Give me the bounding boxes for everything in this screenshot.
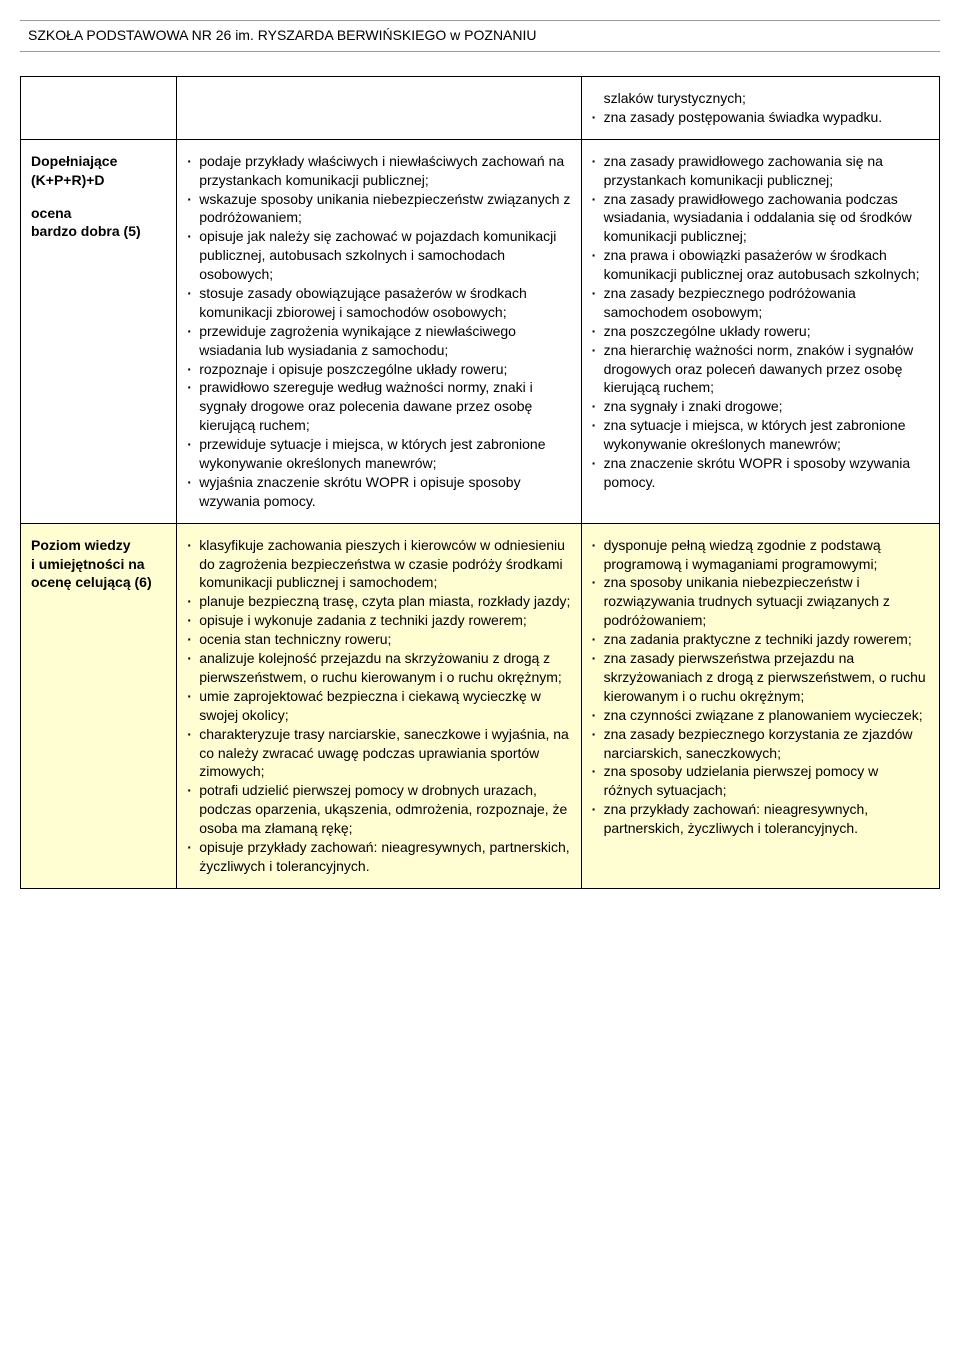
list-item: planuje bezpieczną trasę, czyta plan mia… <box>187 592 570 611</box>
list-item: opisuje przykłady zachowań: nieagresywny… <box>187 838 570 876</box>
list-item: zna zasady pierwszeństwa przejazdu na sk… <box>592 649 929 706</box>
list-item: wyjaśnia znaczenie skrótu WOPR i opisuje… <box>187 473 570 511</box>
level-cell: Poziom wiedzyi umiejętności naocenę celu… <box>21 523 177 888</box>
level-cell <box>21 77 177 140</box>
header-rule-top <box>20 20 940 21</box>
spacer <box>31 190 166 204</box>
list-item: zna czynności związane z planowaniem wyc… <box>592 706 929 725</box>
list-item: opisuje i wykonuje zadania z techniki ja… <box>187 611 570 630</box>
list-item: przewiduje sytuacje i miejsca, w których… <box>187 435 570 473</box>
list-item: prawidłowo szereguje według ważności nor… <box>187 378 570 435</box>
list-item: umie zaprojektować bezpieczna i ciekawą … <box>187 687 570 725</box>
list-item: dysponuje pełną wiedzą zgodnie z podstaw… <box>592 536 929 574</box>
table-row: Poziom wiedzyi umiejętności naocenę celu… <box>21 523 940 888</box>
list-item: zna zasady bezpiecznego korzystania ze z… <box>592 725 929 763</box>
skills-cell: klasyfikuje zachowania pieszych i kierow… <box>177 523 581 888</box>
list-item: zna sposoby unikania niebezpieczeństw i … <box>592 573 929 630</box>
knowledge-list: dysponuje pełną wiedzą zgodnie z podstaw… <box>592 536 929 838</box>
knowledge-cell: zna zasady prawidłowego zachowania się n… <box>581 139 939 523</box>
list-item: wskazuje sposoby unikania niebezpieczeńs… <box>187 190 570 228</box>
list-item: zna zasady prawidłowego zachowania podcz… <box>592 190 929 247</box>
knowledge-list: zna zasady prawidłowego zachowania się n… <box>592 152 929 492</box>
level-line: Dopełniające <box>31 152 166 171</box>
skills-cell: podaje przykłady właściwych i niewłaściw… <box>177 139 581 523</box>
list-item: stosuje zasady obowiązujące pasażerów w … <box>187 284 570 322</box>
knowledge-cell: dysponuje pełną wiedzą zgodnie z podstaw… <box>581 523 939 888</box>
level-line: bardzo dobra (5) <box>31 222 166 241</box>
list-item: zna sygnały i znaki drogowe; <box>592 397 929 416</box>
knowledge-list: zna zasady postępowania świadka wypadku. <box>592 108 929 127</box>
skills-list: podaje przykłady właściwych i niewłaściw… <box>187 152 570 511</box>
list-item: zna sposoby udzielania pierwszej pomocy … <box>592 762 929 800</box>
list-item: zna zasady postępowania świadka wypadku. <box>592 108 929 127</box>
list-item: zna prawa i obowiązki pasażerów w środka… <box>592 246 929 284</box>
list-item: zna znaczenie skrótu WOPR i sposoby wzyw… <box>592 454 929 492</box>
list-item: zna zadania praktyczne z techniki jazdy … <box>592 630 929 649</box>
level-line: ocenę celującą (6) <box>31 573 166 592</box>
table-row: szlaków turystycznych;zna zasady postępo… <box>21 77 940 140</box>
skills-cell <box>177 77 581 140</box>
list-item: zna zasady prawidłowego zachowania się n… <box>592 152 929 190</box>
level-line: i umiejętności na <box>31 555 166 574</box>
list-item: podaje przykłady właściwych i niewłaściw… <box>187 152 570 190</box>
list-item: zna sytuacje i miejsca, w których jest z… <box>592 416 929 454</box>
list-item: przewiduje zagrożenia wynikające z niewł… <box>187 322 570 360</box>
level-line: (K+P+R)+D <box>31 171 166 190</box>
continuation-line: szlaków turystycznych; <box>592 89 929 108</box>
knowledge-cell: szlaków turystycznych;zna zasady postępo… <box>581 77 939 140</box>
list-item: zna przykłady zachowań: nieagresywnych, … <box>592 800 929 838</box>
level-line: Poziom wiedzy <box>31 536 166 555</box>
list-item: zna zasady bezpiecznego podróżowania sam… <box>592 284 929 322</box>
list-item: potrafi udzielić pierwszej pomocy w drob… <box>187 781 570 838</box>
level-cell: Dopełniające(K+P+R)+D ocenabardzo dobra (… <box>21 139 177 523</box>
level-line: ocena <box>31 204 166 223</box>
list-item: charakteryzuje trasy narciarskie, sanecz… <box>187 725 570 782</box>
list-item: rozpoznaje i opisuje poszczególne układy… <box>187 360 570 379</box>
table-row: Dopełniające(K+P+R)+D ocenabardzo dobra (… <box>21 139 940 523</box>
criteria-table: szlaków turystycznych;zna zasady postępo… <box>20 76 940 889</box>
list-item: opisuje jak należy się zachować w pojazd… <box>187 227 570 284</box>
list-item: klasyfikuje zachowania pieszych i kierow… <box>187 536 570 593</box>
list-item: ocenia stan techniczny roweru; <box>187 630 570 649</box>
page-header: SZKOŁA PODSTAWOWA NR 26 im. RYSZARDA BER… <box>20 23 940 52</box>
list-item: zna poszczególne układy roweru; <box>592 322 929 341</box>
list-item: zna hierarchię ważności norm, znaków i s… <box>592 341 929 398</box>
list-item: analizuje kolejność przejazdu na skrzyżo… <box>187 649 570 687</box>
skills-list: klasyfikuje zachowania pieszych i kierow… <box>187 536 570 876</box>
